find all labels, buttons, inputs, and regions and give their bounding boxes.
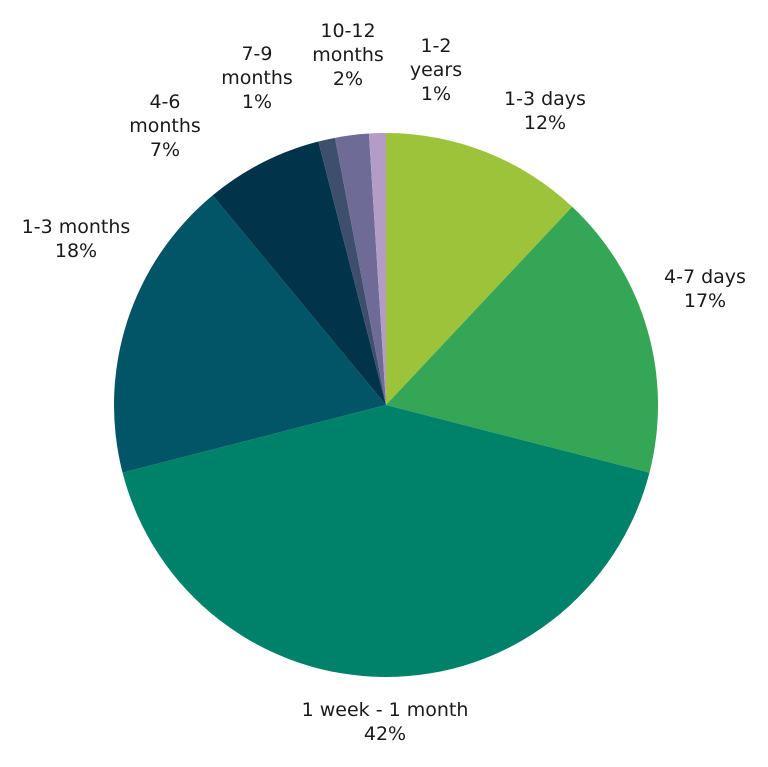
- pie-label-text: 7-9: [241, 43, 272, 65]
- pie-label-1-2-years: 1-2 years 1%: [410, 35, 462, 105]
- pie-label-4-7-days: 4-7 days 17%: [664, 266, 746, 312]
- pie-slice-10-12-months: [335, 133, 386, 406]
- pie-label-1-week-1-month: 1 week - 1 month 42%: [302, 699, 469, 745]
- pie-label-text: 4-7 days: [664, 266, 746, 288]
- pie-slice-1-2-years: [368, 133, 386, 405]
- pie-label-text: months: [129, 115, 201, 137]
- pie-label-text: 1-3 months: [22, 216, 131, 238]
- pie-label-text: months: [221, 67, 293, 89]
- pie-label-text: 1-2: [420, 35, 451, 57]
- pie-label-text: 10-12: [320, 20, 375, 42]
- pie-label-value: 42%: [364, 723, 406, 745]
- pie-label-text: years: [410, 59, 462, 81]
- pie-label-text: 1-3 days: [504, 88, 586, 110]
- pie-slice-1-3-days: [386, 133, 573, 405]
- pie-label-value: 1%: [421, 83, 451, 105]
- pie-slice-4-6-months: [212, 141, 386, 406]
- pie-slice-1-week-1-month: [122, 405, 650, 677]
- pie-label-1-3-months: 1-3 months 18%: [22, 216, 131, 262]
- pie-slice-1-3-months: [114, 195, 387, 473]
- pie-label-text: 1 week - 1 month: [302, 699, 469, 721]
- pie-label-text: 4-6: [149, 91, 180, 113]
- pie-labels: 1-3 days 12% 4-7 days 17% 1 week - 1 month 42…: [22, 20, 746, 745]
- pie-label-1-3-days: 1-3 days 12%: [504, 88, 586, 134]
- pie-label-value: 17%: [684, 290, 726, 312]
- pie-label-value: 12%: [524, 112, 566, 134]
- pie-label-value: 7%: [150, 139, 180, 161]
- pie-label-4-6-months: 4-6 months 7%: [129, 91, 201, 161]
- pie-label-value: 2%: [333, 68, 363, 90]
- pie-label-7-9-months: 7-9 months 1%: [221, 43, 293, 113]
- pie-label-value: 1%: [242, 91, 272, 113]
- pie-slice-4-7-days: [386, 206, 658, 473]
- pie-label-value: 18%: [55, 240, 97, 262]
- pie-label-10-12-months: 10-12 months 2%: [312, 20, 384, 90]
- pie-label-text: months: [312, 44, 384, 66]
- pie-slices: [114, 133, 658, 677]
- pie-slice-7-9-months: [318, 137, 386, 405]
